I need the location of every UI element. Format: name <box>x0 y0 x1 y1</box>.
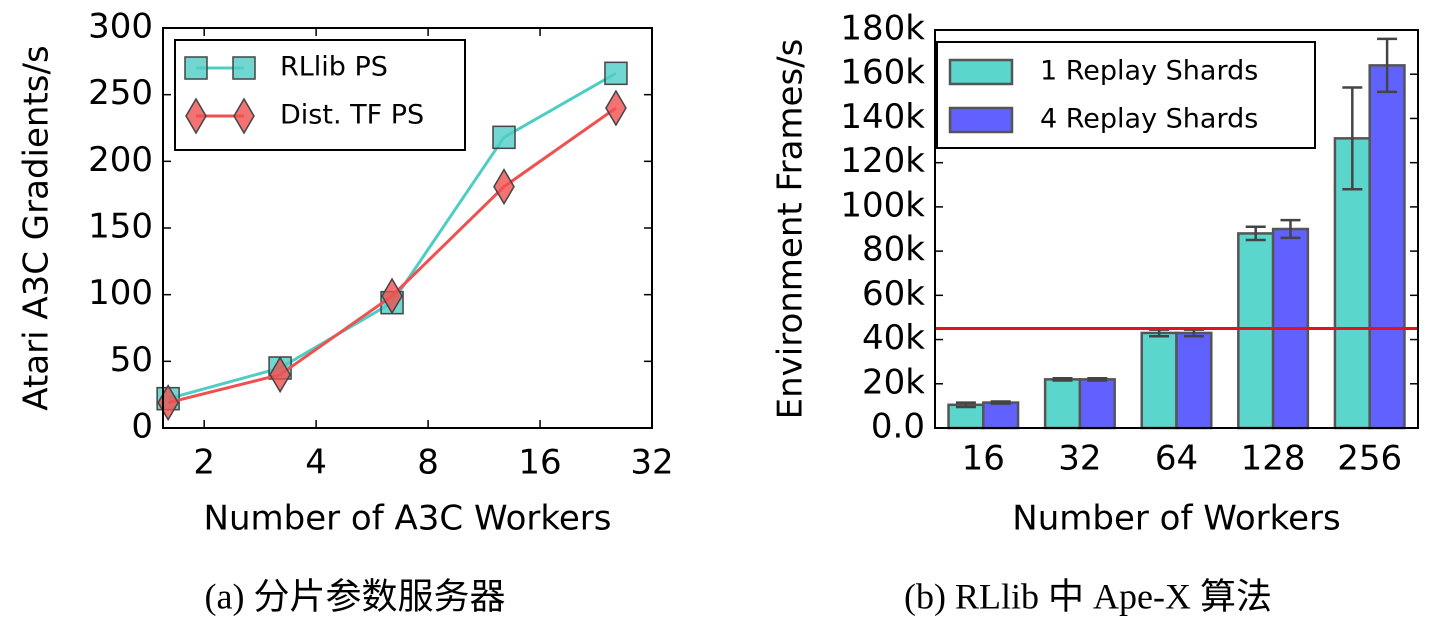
y-tick-label: 180k <box>840 9 925 49</box>
legend-marker <box>185 97 207 135</box>
x-tick-label: 64 <box>1155 439 1198 479</box>
marker <box>604 61 628 86</box>
x-tick-label: 32 <box>1058 439 1101 479</box>
legend-box <box>174 39 466 151</box>
y-tick-label: 250 <box>88 73 153 113</box>
y-tick-label: 0.0 <box>871 407 925 447</box>
legend-patch <box>948 58 1014 86</box>
bar <box>1043 378 1082 430</box>
y-tick-label: 160k <box>840 53 925 93</box>
y-tick-label: 150 <box>88 207 153 247</box>
x-tick-label: 16 <box>962 439 1005 479</box>
bar <box>1078 378 1116 430</box>
y-tick-label: 120k <box>840 141 925 181</box>
marker <box>493 168 515 206</box>
y-tick-label: 0 <box>131 407 153 447</box>
marker <box>492 125 516 150</box>
x-tick-label: 8 <box>417 443 439 483</box>
legend-marker <box>232 56 256 80</box>
x-tick-label: 2 <box>193 443 215 483</box>
x-tick-label: 16 <box>518 443 561 483</box>
legend-label: 1 Replay Shards <box>1040 56 1258 87</box>
marker <box>269 356 291 394</box>
y-tick-label: 100 <box>88 273 153 313</box>
y-tick-label: 60k <box>862 274 925 314</box>
legend-patch <box>948 106 1014 134</box>
y-tick-label: 80k <box>862 230 925 270</box>
x-axis-label: Number of Workers <box>1012 499 1340 539</box>
plot-frame <box>934 29 1419 429</box>
legend-label: Dist. TF PS <box>280 100 424 131</box>
x-tick-label: 128 <box>1241 439 1306 479</box>
y-tick-label: 100k <box>840 185 925 225</box>
y-tick-label: 140k <box>840 97 925 137</box>
bar <box>1175 331 1213 430</box>
legend-marker <box>184 56 208 80</box>
bar <box>982 401 1020 430</box>
y-tick-label: 20k <box>862 362 925 402</box>
bar <box>1368 64 1406 430</box>
x-tick-label: 256 <box>1337 439 1402 479</box>
caption: (b) RLlib 中 Ape-X 算法 <box>904 576 1272 616</box>
legend-label: RLlib PS <box>280 52 388 83</box>
x-tick-label: 32 <box>630 443 673 483</box>
marker <box>605 89 627 127</box>
legend-marker <box>233 97 255 135</box>
bar <box>1237 232 1275 430</box>
y-tick-label: 300 <box>88 7 153 47</box>
y-axis-label: Atari A3C Gradients/s <box>17 45 57 410</box>
plot-frame <box>162 27 653 429</box>
legend-label: 4 Replay Shards <box>1040 104 1258 135</box>
x-tick-label: 4 <box>305 443 327 483</box>
bar <box>1140 331 1178 430</box>
y-tick-label: 40k <box>862 318 925 358</box>
x-axis-label: Number of A3C Workers <box>204 499 612 539</box>
y-tick-label: 50 <box>110 340 153 380</box>
marker <box>381 277 403 315</box>
y-tick-label: 200 <box>88 140 153 180</box>
y-axis-label: Environment Frames/s <box>771 39 811 420</box>
line <box>167 106 617 405</box>
bar <box>947 403 985 430</box>
caption: (a) 分片参数服务器 <box>205 576 506 616</box>
